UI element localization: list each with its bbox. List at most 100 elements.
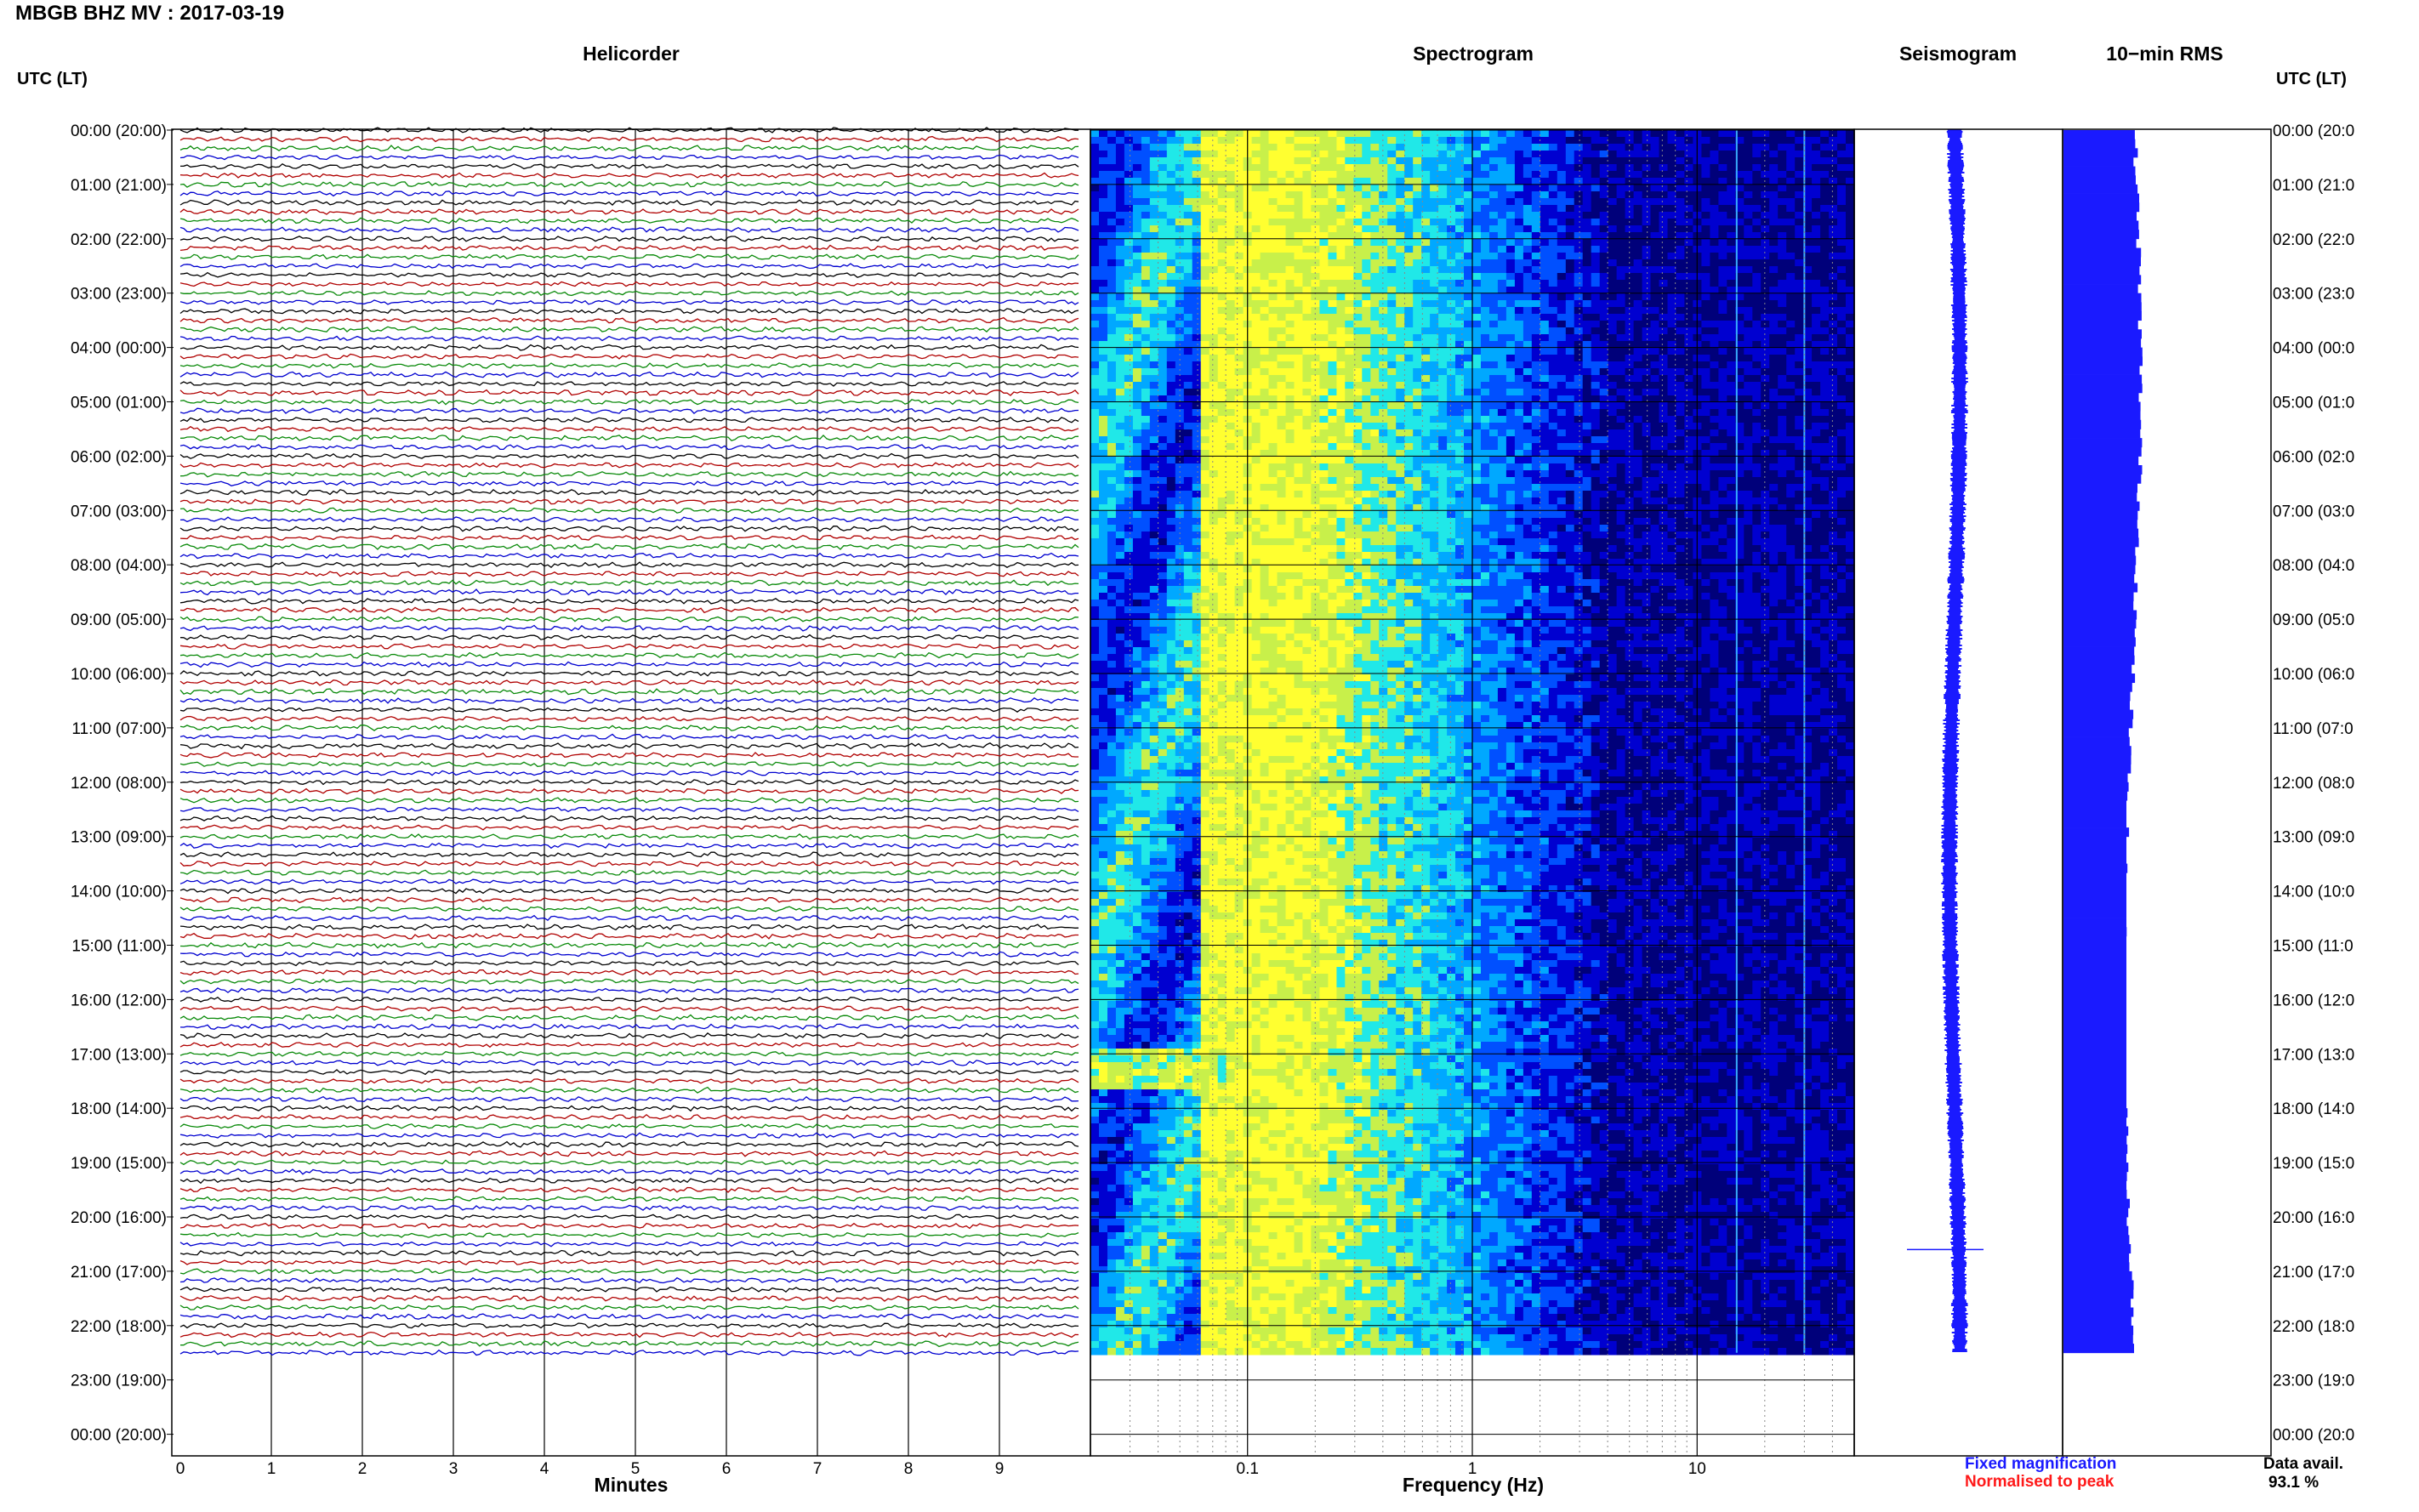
spectrogram-cell bbox=[1667, 409, 1677, 417]
spectrogram-cell bbox=[1387, 212, 1397, 219]
spectrogram-cell bbox=[1183, 450, 1193, 458]
spectrogram-cell bbox=[1761, 327, 1770, 335]
spectrogram-cell bbox=[1115, 191, 1125, 199]
spectrogram-cell bbox=[1718, 395, 1727, 403]
spectrogram-cell bbox=[1192, 280, 1202, 287]
spectrogram-cell bbox=[1514, 416, 1524, 423]
spectrogram-cell bbox=[1625, 191, 1635, 199]
spectrogram-cell bbox=[1744, 423, 1753, 430]
spectrogram-cell bbox=[1684, 382, 1693, 389]
spectrogram-cell bbox=[1769, 382, 1779, 389]
spectrogram-cell bbox=[1277, 205, 1287, 213]
spectrogram-cell bbox=[1217, 361, 1227, 369]
spectrogram-cell bbox=[1684, 212, 1693, 219]
spectrogram-cell bbox=[1540, 178, 1550, 185]
spectrogram-cell bbox=[1540, 348, 1550, 355]
spectrogram-cell bbox=[1234, 321, 1244, 328]
spectrogram-cell bbox=[1472, 327, 1482, 335]
spectrogram-cell bbox=[1795, 368, 1804, 376]
spectrogram-cell bbox=[1421, 225, 1431, 233]
spectrogram-cell bbox=[1650, 171, 1660, 179]
spectrogram-cell bbox=[1149, 151, 1159, 158]
spectrogram-cell bbox=[1497, 225, 1507, 233]
spectrogram-cell bbox=[1268, 266, 1278, 274]
spectrogram-cell bbox=[1514, 491, 1524, 498]
spectrogram-cell bbox=[1795, 307, 1804, 315]
spectrogram-cell bbox=[1599, 477, 1609, 485]
spectrogram-cell bbox=[1582, 429, 1592, 437]
spectrogram-cell bbox=[1514, 137, 1524, 145]
helicorder-trace bbox=[179, 298, 1079, 305]
spectrogram-cell bbox=[1837, 293, 1847, 301]
spectrogram-cell bbox=[1710, 137, 1719, 145]
spectrogram-cell bbox=[1497, 246, 1507, 253]
spectrogram-cell bbox=[1676, 225, 1686, 233]
spectrogram-cell bbox=[1362, 382, 1371, 389]
spectrogram-cell bbox=[1200, 327, 1210, 335]
spectrogram-cell bbox=[1192, 130, 1202, 138]
spectrogram-cell bbox=[1396, 164, 1405, 172]
spectrogram-cell bbox=[1183, 436, 1193, 444]
spectrogram-cell bbox=[1505, 327, 1516, 335]
spectrogram-cell bbox=[1744, 341, 1753, 349]
spectrogram-cell bbox=[1710, 382, 1719, 389]
spectrogram-cell bbox=[1209, 259, 1219, 267]
spectrogram-cell bbox=[1277, 436, 1287, 444]
spectrogram-cell bbox=[1778, 450, 1787, 458]
spectrogram-cell bbox=[1497, 266, 1507, 274]
spectrogram-cell bbox=[1625, 355, 1635, 362]
spectrogram-cell bbox=[1735, 314, 1745, 321]
spectrogram-cell bbox=[1667, 157, 1677, 165]
spectrogram-cell bbox=[1531, 321, 1541, 328]
spectrogram-cell bbox=[1505, 429, 1516, 437]
spectrogram-cell bbox=[1404, 450, 1414, 458]
spectrogram-cell bbox=[1591, 389, 1601, 396]
spectrogram-cell bbox=[1659, 457, 1669, 464]
spectrogram-cell bbox=[1345, 484, 1354, 492]
spectrogram-cell bbox=[1812, 137, 1821, 145]
spectrogram-cell bbox=[1795, 409, 1804, 417]
spectrogram-cell bbox=[1650, 368, 1660, 376]
spectrogram-cell bbox=[1795, 334, 1804, 342]
spectrogram-cell bbox=[1582, 463, 1592, 471]
spectrogram-cell bbox=[1328, 491, 1337, 498]
spectrogram-cell bbox=[1812, 178, 1821, 185]
spectrogram-cell bbox=[1531, 259, 1541, 267]
spectrogram-cell bbox=[1650, 334, 1660, 342]
spectrogram-cell bbox=[1226, 341, 1236, 349]
spectrogram-cell bbox=[1531, 157, 1541, 165]
spectrogram-cell bbox=[1226, 205, 1236, 213]
spectrogram-cell bbox=[1489, 450, 1499, 458]
spectrogram-cell bbox=[1497, 450, 1507, 458]
spectrogram-cell bbox=[1752, 470, 1762, 478]
spectrogram-cell bbox=[1370, 389, 1380, 396]
spectrogram-cell bbox=[1752, 395, 1762, 403]
spectrogram-cell bbox=[1599, 239, 1609, 247]
spectrogram-cell bbox=[1107, 253, 1117, 260]
spectrogram-cell bbox=[1497, 321, 1507, 328]
spectrogram-cell bbox=[1497, 239, 1507, 247]
spectrogram-cell bbox=[1659, 334, 1669, 342]
spectrogram-cell bbox=[1616, 361, 1626, 369]
spectrogram-cell bbox=[1302, 355, 1312, 362]
spectrogram-cell bbox=[1727, 402, 1736, 410]
spectrogram-cell bbox=[1149, 341, 1159, 349]
spectrogram-cell bbox=[1260, 436, 1270, 444]
spectrogram-cell bbox=[1710, 436, 1719, 444]
spectrogram-cell bbox=[1540, 389, 1550, 396]
spectrogram-cell bbox=[1616, 321, 1626, 328]
spectrogram-cell bbox=[1812, 457, 1821, 464]
spectrogram-cell bbox=[1404, 463, 1414, 471]
spectrogram-cell bbox=[1217, 314, 1227, 321]
spectrogram-cell bbox=[1115, 232, 1125, 240]
spectrogram-cell bbox=[1795, 477, 1804, 485]
spectrogram-cell bbox=[1548, 348, 1558, 355]
spectrogram-cell bbox=[1379, 239, 1388, 247]
spectrogram-cell bbox=[1217, 198, 1227, 206]
spectrogram-cell bbox=[1413, 443, 1422, 451]
spectrogram-cell bbox=[1302, 436, 1312, 444]
spectrogram-cell bbox=[1735, 491, 1745, 498]
spectrogram-cell bbox=[1149, 463, 1159, 471]
spectrogram-cell bbox=[1650, 491, 1660, 498]
spectrogram-cell bbox=[1251, 348, 1261, 355]
